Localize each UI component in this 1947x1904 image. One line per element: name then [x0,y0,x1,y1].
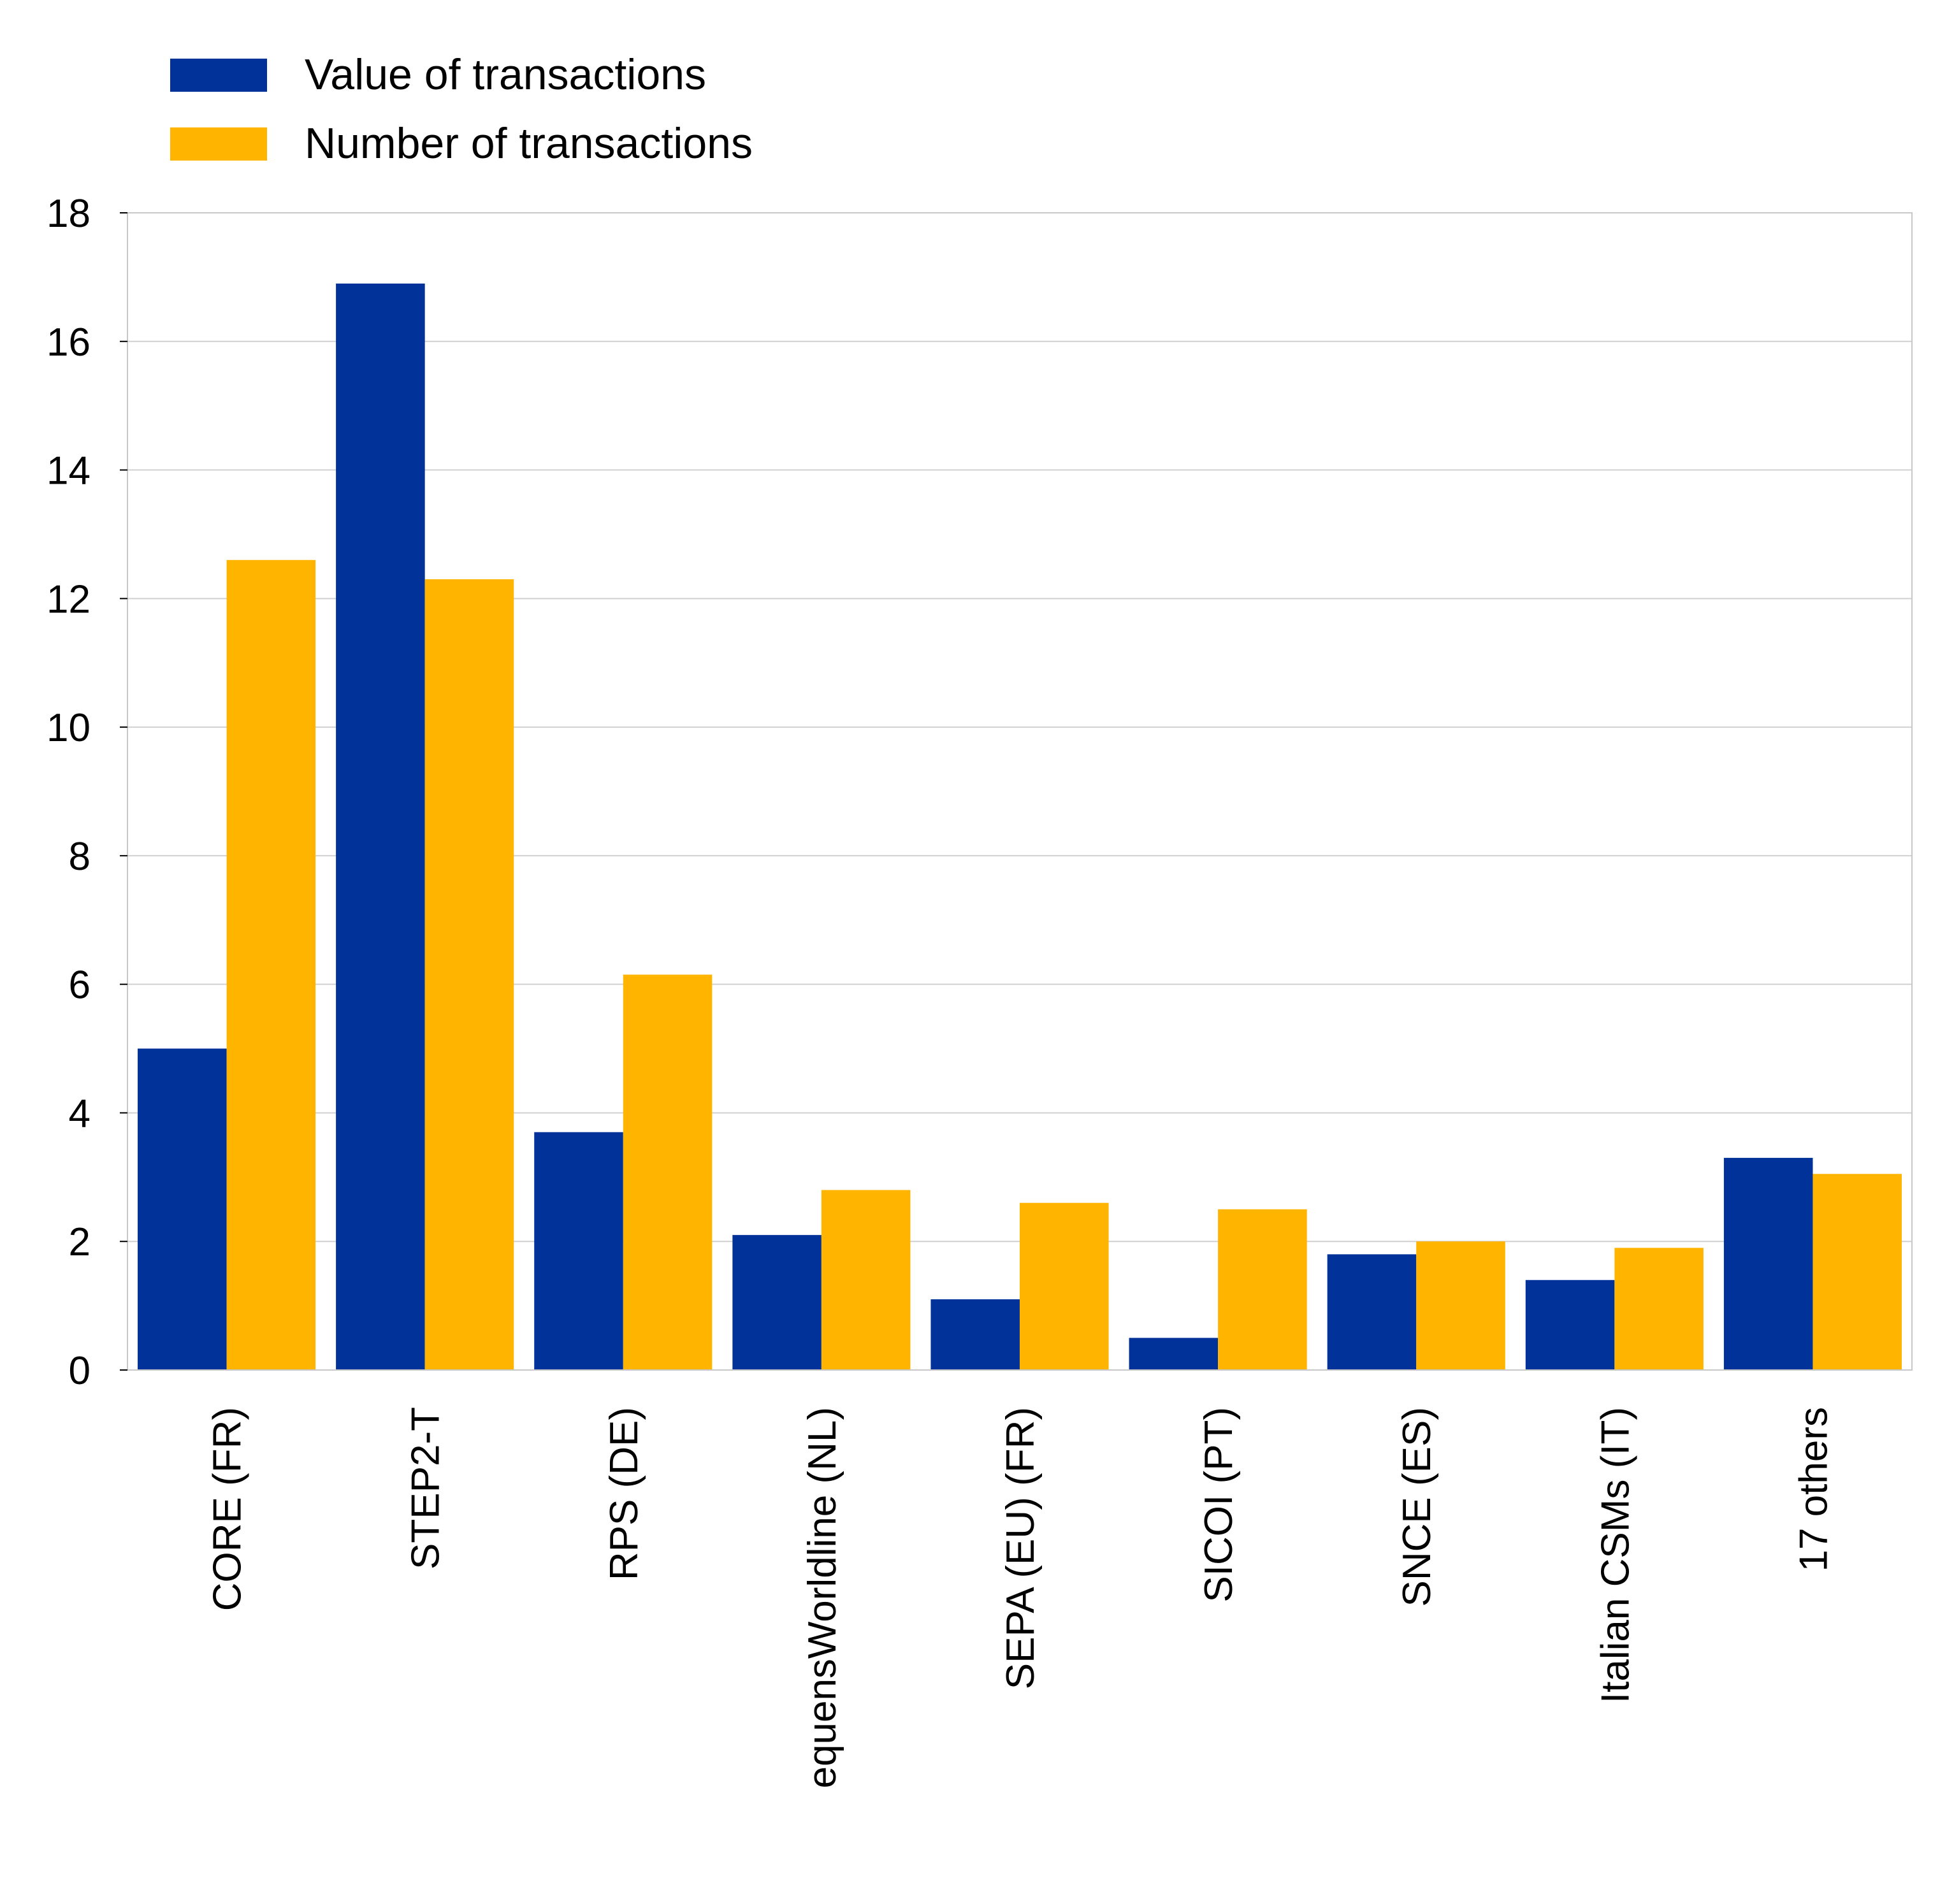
bar-value-of-transactions-equensworldline-nl [732,1235,822,1370]
x-tick-label: SEPA (EU) (FR) [999,1407,1043,1689]
x-tick-label: CORE (FR) [206,1407,250,1611]
bar-number-of-transactions-sicoi-pt [1218,1209,1307,1370]
legend-label: Value of transactions [305,50,706,99]
bar-value-of-transactions-sicoi-pt [1129,1338,1219,1370]
legend-swatch-value-of-transactions [170,59,267,92]
y-axis: 0 2 4 6 8 10 12 14 16 18 [47,192,1912,1393]
y-tick-label: 4 [69,1092,90,1136]
x-tick-label: equensWorldline (NL) [800,1407,844,1788]
x-tick-label: SICOI (PT) [1197,1407,1241,1603]
bar-number-of-transactions-equensworldline-nl [821,1190,911,1370]
y-tick-label: 6 [69,963,90,1007]
y-tick-label: 2 [69,1220,90,1264]
bar-number-of-transactions-rps-de [623,974,713,1370]
bar-number-of-transactions-17-others [1813,1174,1902,1370]
bar-value-of-transactions-core-fr [138,1048,227,1370]
bar-number-of-transactions-step2-t [424,579,514,1370]
bar-value-of-transactions-rps-de [534,1132,623,1370]
bar-value-of-transactions-snce-es [1327,1254,1417,1370]
y-tick-label: 8 [69,835,90,879]
y-tick-label: 12 [47,577,90,621]
legend-label: Number of transactions [305,119,753,168]
x-tick-label: 17 others [1791,1407,1835,1572]
x-tick-label: SNCE (ES) [1395,1407,1439,1606]
bar-value-of-transactions-step2-t [336,283,425,1370]
legend-swatch-number-of-transactions [170,127,267,161]
x-axis: CORE (FR) STEP2-T RPS (DE) equensWorldline … [206,1407,1836,1788]
bar-value-of-transactions-sepa-eu-fr [930,1299,1020,1370]
y-tick-label: 10 [47,706,90,750]
bar-number-of-transactions-snce-es [1416,1241,1505,1370]
y-tick-label: 16 [47,321,90,364]
y-tick-label: 14 [47,449,90,493]
bar-number-of-transactions-core-fr [226,559,316,1370]
x-tick-label: STEP2-T [404,1407,448,1569]
y-tick-label: 0 [69,1349,90,1393]
x-tick-label: Italian CSMs (IT) [1593,1407,1637,1703]
bar-number-of-transactions-sepa-eu-fr [1020,1202,1109,1370]
x-tick-label: RPS (DE) [602,1407,646,1580]
y-tick-label: 18 [47,192,90,236]
bar-value-of-transactions-italian-csms-it [1525,1280,1615,1370]
bars [138,283,1902,1370]
bar-value-of-transactions-17-others [1723,1158,1813,1370]
bar-number-of-transactions-italian-csms-it [1614,1248,1704,1370]
legend: Value of transactions Number of transacti… [170,50,753,168]
